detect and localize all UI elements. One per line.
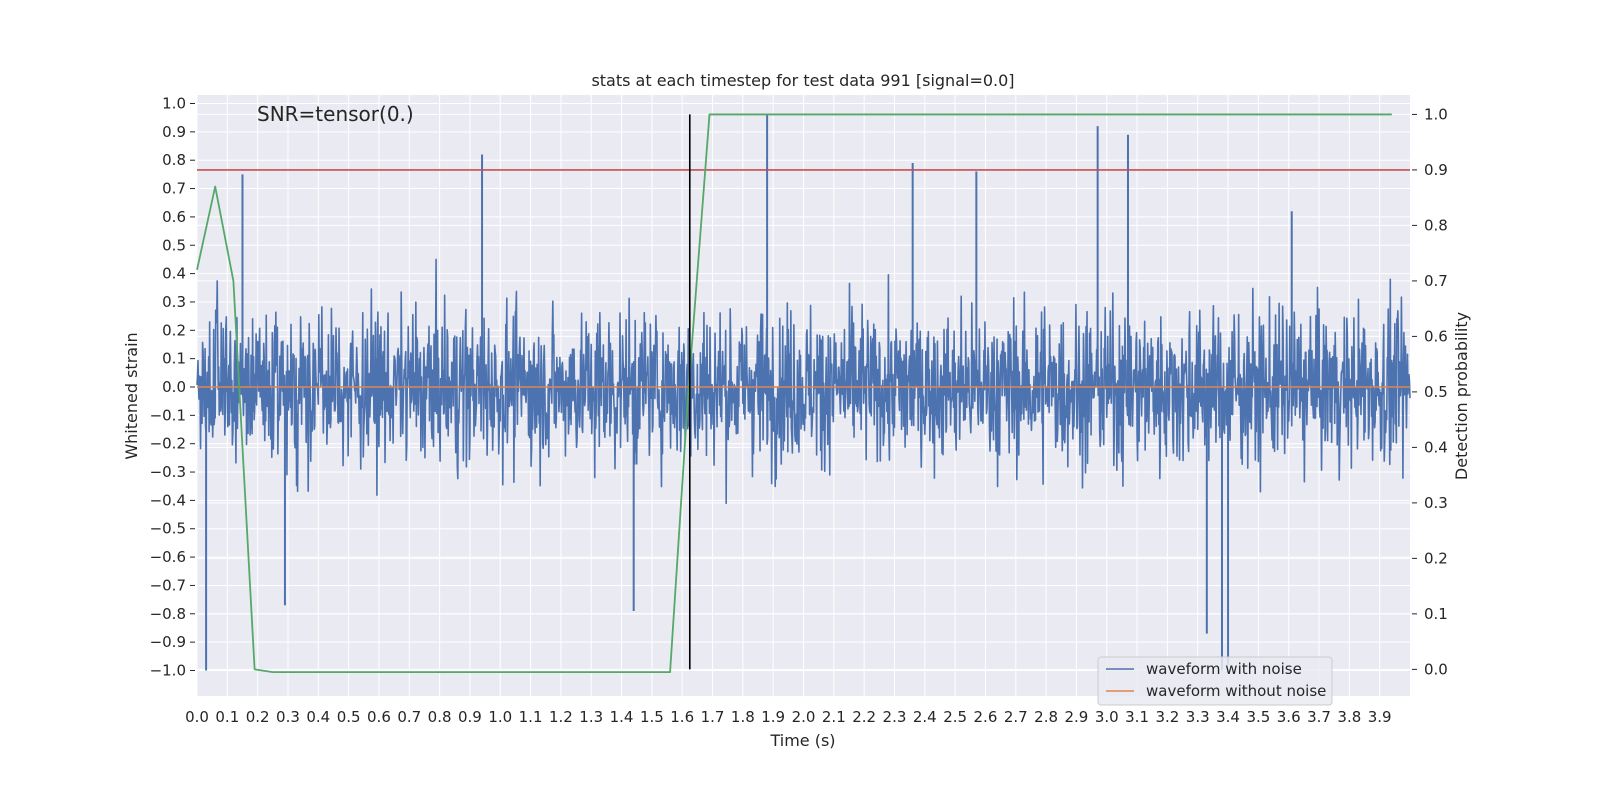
y-tick-label: 0.1: [162, 350, 186, 368]
x-tick-label: 1.5: [640, 708, 664, 726]
x-tick-label: 2.2: [852, 708, 876, 726]
x-tick-label: 0.2: [246, 708, 270, 726]
x-tick-label: 2.8: [1034, 708, 1058, 726]
x-tick-label: 3.5: [1246, 708, 1270, 726]
detection-probability-line: [196, 113, 1392, 674]
y2-tick-label: 0.8: [1424, 216, 1448, 234]
x-tick-label: 1.9: [761, 708, 785, 726]
y-tick-label: −0.7: [150, 576, 186, 594]
y-tick-label: 0.8: [162, 151, 186, 169]
x-tick-label: 0.0: [185, 708, 209, 726]
x-tick-label: 2.3: [883, 708, 907, 726]
x-tick-label: 3.4: [1216, 708, 1240, 726]
legend-box: [1097, 656, 1333, 706]
y2-tick-label: 1.0: [1424, 105, 1448, 123]
y-tick-label: −0.1: [150, 406, 186, 424]
x-tick-label: 0.1: [215, 708, 239, 726]
x-tick-label: 2.5: [943, 708, 967, 726]
y2-tick-label: 0.9: [1424, 161, 1448, 179]
y-tick-label: −0.8: [150, 605, 186, 623]
x-tick-label: 3.2: [1155, 708, 1179, 726]
y2-axis-label: Detection probability: [1452, 312, 1471, 480]
x-tick-label: 2.6: [974, 708, 998, 726]
x-tick-label: 1.3: [579, 708, 603, 726]
x-tick-label: 3.0: [1095, 708, 1119, 726]
x-tick-label: 3.6: [1277, 708, 1301, 726]
x-tick-label: 0.9: [458, 708, 482, 726]
x-tick-label: 1.6: [670, 708, 694, 726]
x-tick-label: 0.3: [276, 708, 300, 726]
y2-tick-label: 0.2: [1424, 549, 1448, 567]
x-tick-label: 1.8: [731, 708, 755, 726]
x-tick-label: 3.7: [1307, 708, 1331, 726]
x-tick-label: 2.1: [822, 708, 846, 726]
snr-annotation: SNR=tensor(0.): [257, 102, 414, 126]
y-tick-label: 0.6: [162, 208, 186, 226]
y-tick-label: 1.0: [162, 95, 186, 113]
y-tick-label: 0.5: [162, 236, 186, 254]
y2-tick-label: 0.6: [1424, 327, 1448, 345]
y-tick-label: −0.9: [150, 633, 186, 651]
y-tick-label: −0.4: [150, 491, 186, 509]
traces: [196, 113, 1411, 674]
x-tick-label: 2.9: [1064, 708, 1088, 726]
y2-tick-label: 0.7: [1424, 272, 1448, 290]
y-tick-label: −0.3: [150, 463, 186, 481]
x-tick-label: 3.9: [1368, 708, 1392, 726]
x-tick-label: 3.1: [1125, 708, 1149, 726]
y-axis-left: 1.0 0.9 0.8 0.7 0.6 0.5 0.4 0.3 0.2 0.1 0.0 −0.1 −0.…: [150, 95, 195, 679]
x-tick-label: 1.4: [610, 708, 634, 726]
y-tick-label: −0.5: [150, 520, 186, 538]
y2-tick-label: 0.1: [1424, 605, 1448, 623]
x-tick-label: 0.7: [397, 708, 421, 726]
legend-label-noise: waveform with noise: [1146, 660, 1302, 678]
y-tick-label: 0.2: [162, 321, 186, 339]
x-tick-label: 3.8: [1337, 708, 1361, 726]
y-tick-label: 0.9: [162, 123, 186, 141]
y-axis-label: Whitened strain: [122, 332, 141, 459]
legend-label-clean: waveform without noise: [1146, 682, 1326, 700]
x-tick-label: 1.2: [549, 708, 573, 726]
waveform-with-noise-line: [196, 258, 1411, 505]
legend: waveform with noise waveform without noi…: [1097, 656, 1333, 706]
x-tick-label: 0.8: [428, 708, 452, 726]
y-tick-label: 0.4: [162, 265, 186, 283]
y2-tick-label: 0.4: [1424, 438, 1448, 456]
y-tick-label: 0.7: [162, 180, 186, 198]
x-axis-label: Time (s): [769, 731, 835, 750]
x-tick-label: 2.4: [913, 708, 937, 726]
x-tick-label: 1.1: [519, 708, 543, 726]
y-tick-label: 0.0: [162, 378, 186, 396]
x-tick-label: 3.3: [1186, 708, 1210, 726]
y-tick-label: −0.2: [150, 435, 186, 453]
x-axis: 0.0 0.1 0.2 0.3 0.4 0.5 0.6 0.7 0.8 0.9 1.0 1.1 1.2 1…: [185, 708, 1392, 726]
y-tick-label: −0.6: [150, 548, 186, 566]
x-tick-label: 0.4: [306, 708, 330, 726]
x-tick-label: 0.6: [367, 708, 391, 726]
y2-tick-label: 0.3: [1424, 494, 1448, 512]
x-tick-label: 1.0: [488, 708, 512, 726]
chart-title: stats at each timestep for test data 991…: [591, 71, 1014, 90]
x-tick-label: 2.0: [792, 708, 816, 726]
y-tick-label: 0.3: [162, 293, 186, 311]
y-tick-label: −1.0: [150, 661, 186, 679]
y2-tick-label: 0.0: [1424, 660, 1448, 678]
y2-tick-label: 0.5: [1424, 383, 1448, 401]
x-tick-label: 2.7: [1004, 708, 1028, 726]
x-tick-label: 1.7: [701, 708, 725, 726]
x-tick-label: 0.5: [337, 708, 361, 726]
y-axis-right: 1.0 0.9 0.8 0.7 0.6 0.5 0.4 0.3 0.2 0.1 0.0: [1412, 105, 1448, 678]
